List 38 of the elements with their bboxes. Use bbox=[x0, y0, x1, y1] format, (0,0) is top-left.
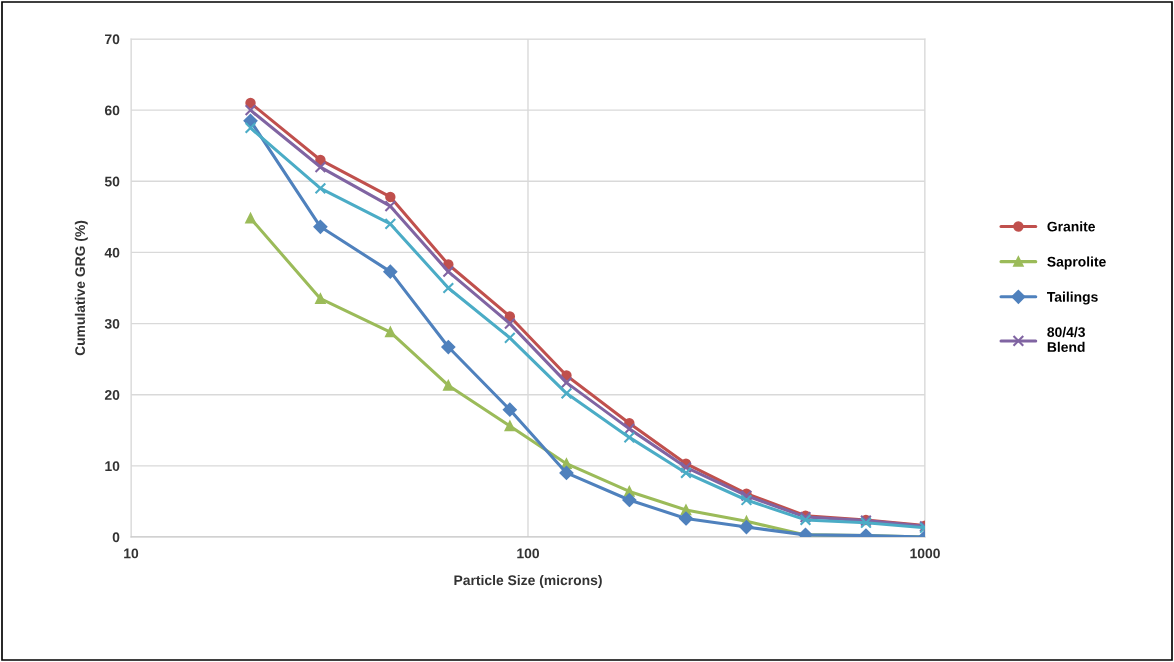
x-axis-title: Particle Size (microns) bbox=[454, 574, 602, 588]
point bbox=[503, 317, 516, 330]
legend-label: Granite bbox=[1047, 221, 1095, 232]
point bbox=[679, 511, 693, 526]
point bbox=[680, 461, 692, 474]
y-tick-label: 30 bbox=[104, 318, 120, 329]
y-axis-title: Cumulative GRG (%) bbox=[74, 220, 88, 356]
point bbox=[502, 402, 517, 417]
x-tick-label: 1000 bbox=[910, 548, 940, 559]
legend-label: Tailings bbox=[1047, 291, 1098, 305]
x-tick-label: 100 bbox=[517, 548, 540, 559]
y-tick-label: 10 bbox=[105, 461, 120, 472]
point bbox=[739, 520, 754, 534]
point bbox=[680, 467, 692, 479]
point bbox=[383, 264, 398, 279]
point bbox=[740, 494, 753, 506]
point bbox=[560, 387, 573, 400]
legend-label: Saprolite bbox=[1047, 256, 1106, 270]
y-tick-label: 50 bbox=[104, 176, 120, 187]
point bbox=[442, 282, 455, 294]
y-tick-label: 70 bbox=[105, 34, 120, 45]
point bbox=[560, 376, 573, 389]
x-tick-label: 10 bbox=[124, 548, 139, 559]
point bbox=[385, 326, 396, 338]
y-tick-label: 40 bbox=[104, 247, 120, 258]
point bbox=[441, 340, 456, 354]
point bbox=[504, 420, 516, 432]
point bbox=[559, 466, 574, 480]
point bbox=[442, 265, 455, 278]
y-tick-label: 0 bbox=[112, 532, 120, 543]
y-tick-label: 60 bbox=[104, 105, 120, 116]
point bbox=[385, 191, 396, 203]
point bbox=[384, 218, 397, 230]
point bbox=[443, 380, 454, 391]
y-tick-label: 20 bbox=[104, 390, 120, 400]
legend-label: 80/4/3 Blend bbox=[1047, 326, 1085, 352]
point bbox=[384, 200, 397, 213]
point bbox=[503, 331, 516, 344]
